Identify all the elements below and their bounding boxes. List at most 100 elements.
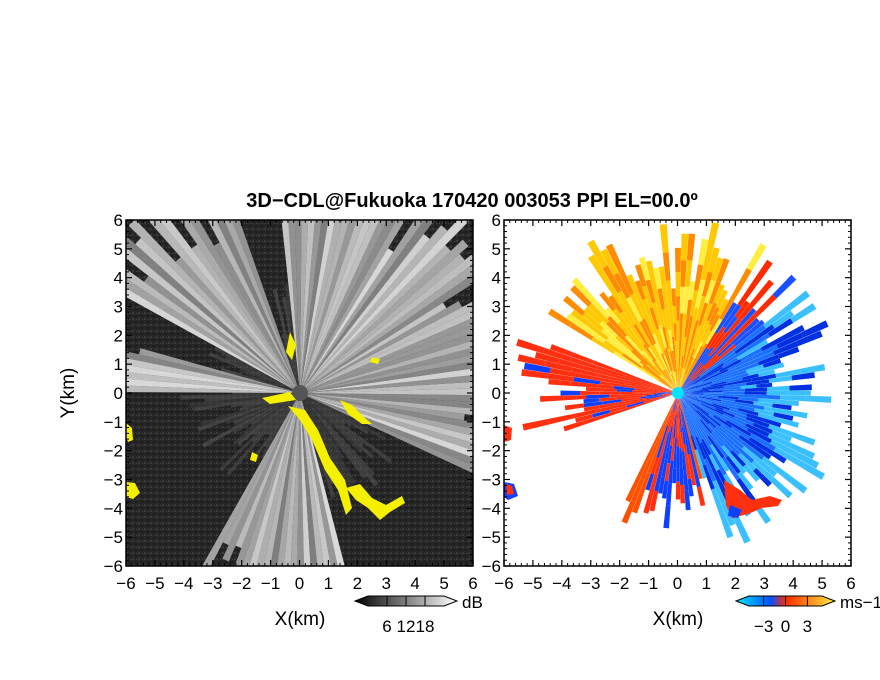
velocity-ray-segment [686, 414, 698, 438]
velocity-xtick-label: 5 [817, 574, 826, 593]
velocity-ray-segment [682, 423, 688, 440]
velocity-ray-segment [680, 355, 684, 375]
velocity-ray-segment [678, 370, 687, 393]
reflectivity-ray [256, 393, 300, 566]
velocity-ytick-label: −3 [482, 471, 501, 490]
velocity-ray-segment [705, 332, 718, 349]
velocity-ray-segment [591, 336, 615, 354]
velocity-ray-segment [626, 296, 643, 323]
velocity-ray-segment [649, 490, 659, 512]
reflectivity-ray [224, 355, 300, 393]
reflectivity-ray [281, 333, 300, 393]
reflectivity-xtick-label: 5 [439, 574, 448, 593]
velocity-ray-segment [668, 412, 675, 433]
velocity-ray-segment [675, 481, 681, 500]
velocity-ray-segment [738, 434, 756, 449]
velocity-ray-segment [676, 408, 678, 424]
velocity-ray-segment [753, 445, 772, 460]
velocity-ray-segment [607, 315, 628, 338]
velocity-ray-segment [614, 396, 631, 400]
velocity-xtick-label: 2 [731, 574, 740, 593]
velocity-ray-segment [660, 432, 669, 454]
velocity-ray-segment [734, 338, 756, 355]
velocity-ray-segment [727, 356, 754, 371]
velocity-ray-segment [674, 340, 678, 359]
velocity-ray-segment [617, 290, 636, 319]
velocity-ray-segment [634, 364, 657, 380]
velocity-ray-segment [726, 378, 752, 386]
velocity-ray-segment [683, 336, 692, 365]
velocity-ray-segment [575, 372, 602, 382]
reflectivity-ray [300, 220, 435, 393]
reflectivity-ray [283, 393, 300, 566]
velocity-ray-segment [660, 373, 678, 393]
velocity-ray-segment [733, 443, 755, 464]
velocity-ray-segment [700, 403, 724, 416]
velocity-ray-segment [709, 314, 721, 332]
velocity-ray-segment [663, 432, 671, 453]
velocity-ray-segment [654, 386, 678, 393]
reflectivity-xlabel: X(km) [275, 609, 326, 630]
reflectivity-ray [300, 220, 357, 393]
velocity-ray-segment [674, 364, 678, 393]
reflectivity-ray [300, 220, 471, 393]
reflectivity-ray [300, 220, 372, 393]
velocity-ray-segment [679, 412, 683, 433]
velocity-ray-segment [548, 413, 576, 425]
velocity-ray-segment [720, 341, 745, 361]
velocity-ray-segment [571, 367, 599, 377]
velocity-ray-segment [763, 406, 787, 415]
velocity-ytick-label: −6 [482, 557, 501, 576]
velocity-ray-segment [566, 313, 588, 331]
velocity-ray-segment [744, 387, 768, 392]
velocity-ray-segment [709, 444, 721, 459]
reflectivity-ray [300, 393, 473, 474]
velocity-rays [504, 222, 832, 544]
velocity-ray-segment [747, 319, 765, 335]
velocity-ray-segment [617, 268, 635, 296]
velocity-ray-segment [736, 477, 756, 503]
velocity-ray-segment [723, 382, 747, 388]
velocity-ray-segment [630, 478, 645, 502]
velocity-ray-segment [758, 369, 776, 377]
velocity-ray-segment [668, 426, 673, 444]
velocity-ray-segment [625, 385, 653, 391]
velocity-ray-segment [543, 347, 572, 362]
velocity-ray-segment [626, 382, 653, 390]
velocity-ray-segment [688, 435, 695, 451]
velocity-ray-segment [583, 398, 600, 404]
velocity-ray-segment [686, 299, 693, 319]
velocity-ray-segment [678, 393, 688, 416]
reflectivity-ray [270, 393, 300, 566]
reflectivity-ray [300, 393, 363, 453]
reflectivity-xtick-label: 2 [353, 574, 362, 593]
velocity-ray-segment [680, 260, 687, 287]
velocity-ray-segment [584, 326, 606, 344]
velocity-ray-segment [635, 293, 648, 316]
reflectivity-ray [264, 393, 300, 448]
velocity-ray-segment [691, 325, 701, 349]
velocity-ray-segment [649, 472, 659, 494]
velocity-ray-segment [689, 307, 699, 337]
velocity-ray-segment [658, 266, 667, 289]
reflectivity-ray [300, 393, 355, 491]
velocity-ray-segment [719, 359, 742, 373]
velocity-ray-segment [678, 393, 700, 410]
velocity-ray-segment [725, 419, 752, 437]
velocity-ray-segment [690, 435, 698, 451]
velocity-xtick-label: −4 [552, 574, 571, 593]
velocity-ray-segment [740, 307, 757, 325]
velocity-ray-segment [687, 478, 694, 497]
velocity-ray-segment [582, 365, 608, 376]
velocity-ray-segment [730, 426, 751, 441]
velocity-ray-segment [737, 407, 759, 417]
velocity-ray-segment [707, 435, 725, 459]
reflectivity-ray [126, 385, 300, 393]
velocity-ray-segment [522, 418, 550, 431]
velocity-ray-segment [689, 320, 699, 345]
velocity-ray-segment [573, 377, 601, 385]
reflectivity-ray [135, 237, 300, 393]
velocity-ray-segment [684, 318, 690, 338]
velocity-ray-segment [570, 356, 599, 370]
velocity-ray-segment [678, 393, 701, 405]
